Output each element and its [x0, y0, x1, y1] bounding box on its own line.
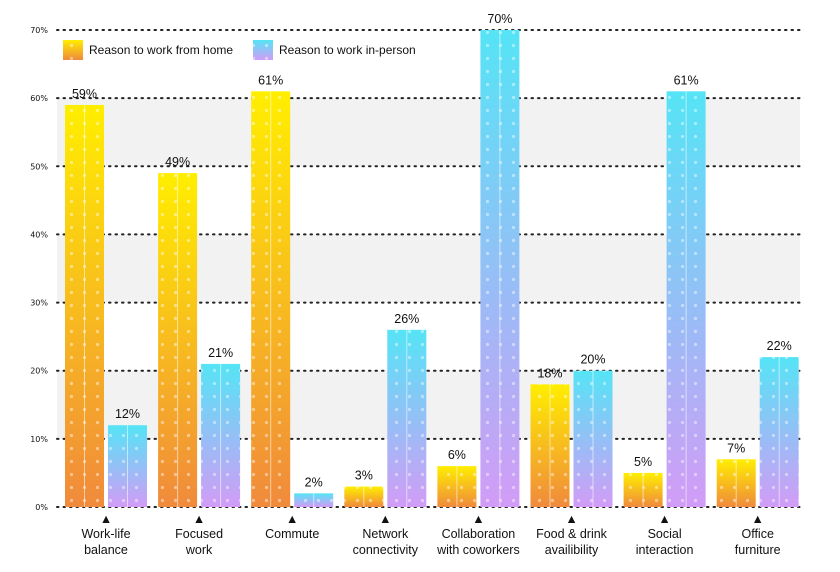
data-labels: 59% 12% 49% 21% 61% 2% 3% 26% 6% 70% 18% 20% 5% 61% 7%…	[72, 12, 792, 489]
data-label: 22%	[767, 339, 792, 353]
category-label: Social	[648, 527, 682, 541]
category-marker: ▲	[286, 512, 298, 526]
category-label: Food & drink	[536, 527, 608, 541]
y-tick-label: 50%	[30, 162, 48, 171]
category-marker: ▲	[658, 512, 670, 526]
category-label: Office	[741, 527, 773, 541]
category-marker: ▲	[100, 512, 112, 526]
y-tick-label: 60%	[30, 94, 48, 103]
category-marker: ▲	[752, 512, 764, 526]
data-label: 18%	[537, 366, 562, 380]
legend-swatch-dots	[253, 40, 273, 60]
data-label: 70%	[487, 12, 512, 26]
data-label: 7%	[727, 441, 745, 455]
y-tick-label: 40%	[30, 230, 48, 239]
legend-label-in-person: Reason to work in-person	[279, 43, 416, 57]
category-marker: ▲	[379, 512, 391, 526]
data-label: 2%	[305, 475, 323, 489]
data-label: 49%	[165, 155, 190, 169]
category-label: Focused	[175, 527, 223, 541]
data-label: 26%	[394, 312, 419, 326]
category-label: work	[185, 543, 213, 557]
category-label: Commute	[265, 527, 319, 541]
data-label: 61%	[258, 73, 283, 87]
category-marker: ▲	[565, 512, 577, 526]
data-label: 12%	[115, 407, 140, 421]
bars	[65, 30, 799, 507]
y-tick-label: 0%	[35, 503, 48, 512]
data-label: 5%	[634, 455, 652, 469]
category-label: connectivity	[353, 543, 419, 557]
y-tick-label: 10%	[30, 435, 48, 444]
legend: Reason to work from home Reason to work i…	[63, 40, 416, 60]
category-labels: ▲Work-lifebalance▲Focusedwork▲Commute▲Ne…	[81, 512, 780, 557]
category-label: availibility	[545, 543, 599, 557]
data-label: 20%	[580, 353, 605, 367]
y-tick-label: 30%	[30, 299, 48, 308]
category-label: Collaboration	[442, 527, 516, 541]
y-tick-label: 20%	[30, 367, 48, 376]
category-label: balance	[84, 543, 128, 557]
data-label: 59%	[72, 87, 97, 101]
y-axis-ticks: 0% 10% 20% 30% 40% 50% 60% 70%	[30, 26, 48, 512]
data-label: 6%	[448, 448, 466, 462]
legend-swatch-dots	[63, 40, 83, 60]
legend-label-home: Reason to work from home	[89, 43, 233, 57]
category-label: Network	[362, 527, 409, 541]
data-label: 61%	[674, 73, 699, 87]
category-label: furniture	[735, 543, 781, 557]
category-label: Work-life	[81, 527, 130, 541]
category-marker: ▲	[472, 512, 484, 526]
data-label: 3%	[355, 469, 373, 483]
data-label: 21%	[208, 346, 233, 360]
category-label: with coworkers	[436, 543, 520, 557]
y-tick-label: 70%	[30, 26, 48, 35]
category-label: interaction	[636, 543, 694, 557]
category-marker: ▲	[193, 512, 205, 526]
